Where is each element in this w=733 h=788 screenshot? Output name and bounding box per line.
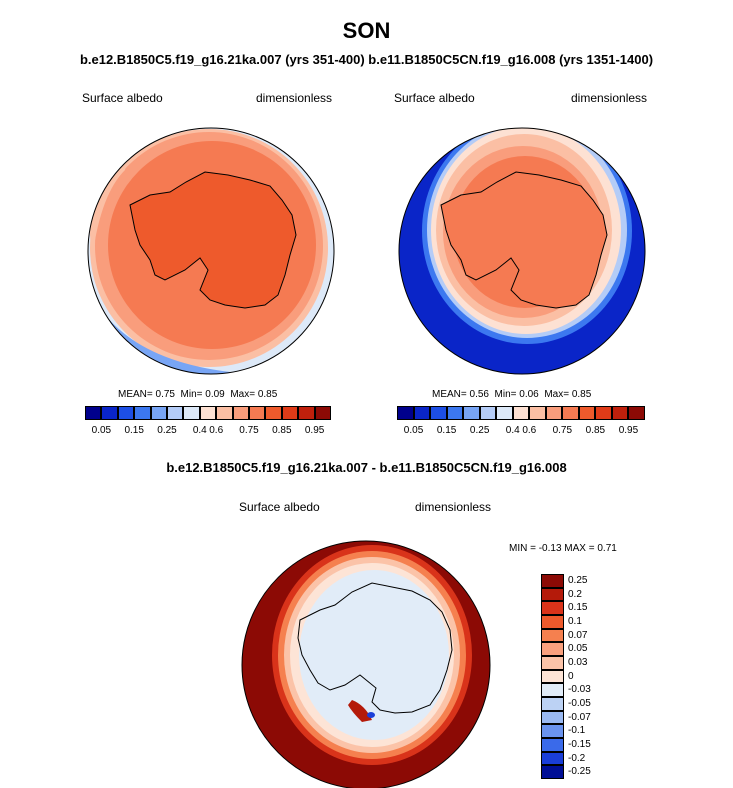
figure-title: SON <box>342 18 391 43</box>
panel2-colorbar-tick-label: 0.4 <box>505 425 520 436</box>
panel1-colorbar-swatch <box>216 406 233 420</box>
diff-min-max: MIN = -0.13 MAX = 0.71 <box>509 543 617 554</box>
diff-colorbar-swatch <box>541 683 564 697</box>
panel1-colorbar-tick-label: 0.6 <box>209 425 224 436</box>
panel1-colorbar-swatch <box>232 406 249 420</box>
diff-units-label: dimensionless <box>415 500 492 514</box>
panel1-colorbar-swatch <box>183 406 200 420</box>
panel1-colorbar-swatch <box>167 406 184 420</box>
panel2-colorbar-swatch <box>446 406 464 420</box>
diff-variable-label: Surface albedo <box>239 500 320 514</box>
panel1-max: Max= 0.85 <box>230 389 278 400</box>
diff-colorbar-tick-label: -0.2 <box>568 752 586 764</box>
diff-colorbar-tick-label: -0.15 <box>568 738 591 750</box>
panel2-colorbar-swatch <box>628 406 645 420</box>
diff-colorbar-tick-label: 0.05 <box>568 643 588 655</box>
panel1-colorbar-swatch <box>85 406 102 420</box>
panel2-max: Max= 0.85 <box>544 389 592 400</box>
panel1-colorbar-swatch <box>134 406 151 420</box>
diff-colorbar-swatch <box>541 751 564 766</box>
panel1-colorbar <box>85 406 331 420</box>
panel2-colorbar-swatch <box>529 406 546 420</box>
diff-colorbar <box>541 574 564 779</box>
panel1-colorbar-ticks: 0.05 0.15 0.25 0.4 0.6 0.75 0.85 0.95 <box>85 425 331 439</box>
panel1-mean: MEAN= 0.75 <box>118 389 175 400</box>
diff-colorbar-swatch <box>541 601 564 615</box>
panel2-colorbar-swatch <box>611 406 629 420</box>
panel1-variable-label: Surface albedo <box>82 91 163 105</box>
panel1-colorbar-tick-label: 0.15 <box>124 425 144 436</box>
panel2-colorbar-swatch <box>496 406 513 420</box>
panel2-colorbar-swatch <box>512 406 530 420</box>
panel2-colorbar-tick-label: 0.6 <box>522 425 537 436</box>
panel2-colorbar-swatch <box>413 406 431 420</box>
panel1-colorbar-swatch <box>298 406 315 420</box>
diff-colorbar-tick-label: 0 <box>568 670 574 682</box>
panel2-units-label: dimensionless <box>571 91 648 105</box>
panel1-colorbar-swatch <box>150 406 167 420</box>
diff-colorbar-swatch <box>541 724 564 738</box>
panel2-colorbar-swatch <box>578 406 596 420</box>
panel2-colorbar-tick-label: 0.05 <box>403 425 424 436</box>
panel1-colorbar-tick-label: 0.05 <box>91 425 112 436</box>
diff-colorbar-swatch <box>541 656 564 670</box>
panel2-colorbar-swatch <box>397 406 414 420</box>
diff-colorbar-swatch <box>541 738 564 752</box>
diff-colorbar-ticks: 0.25 0.2 0.15 0.1 0.07 0.05 0.03 0 -0.03 -0.05 -0.… <box>568 574 628 779</box>
diff-colorbar-tick-label: -0.03 <box>568 684 591 696</box>
panel1-colorbar-swatch <box>101 406 118 420</box>
panel1-colorbar-swatch <box>199 406 217 420</box>
figure-subtitle: b.e12.B1850C5.f19_g16.21ka.007 (yrs 351-… <box>79 52 654 67</box>
diff-colorbar-tick-label: 0.15 <box>568 602 588 614</box>
panel1-colorbar-swatch <box>249 406 266 420</box>
diff-colorbar-tick-label: 0.1 <box>568 615 582 627</box>
diff-colorbar-swatch <box>541 587 564 602</box>
difference-title: b.e12.B1850C5.f19_g16.21ka.007 - b.e11.B… <box>166 460 567 475</box>
panel1-colorbar-tick-label: 0.75 <box>239 425 259 436</box>
panel1-colorbar-swatch <box>117 406 135 420</box>
panel1-colorbar-tick-label: 0.4 <box>192 425 207 436</box>
panel2-min: Min= 0.06 <box>494 389 539 400</box>
diff-colorbar-swatch <box>541 642 564 656</box>
panel1-min: Min= 0.09 <box>180 389 225 400</box>
panel2-colorbar-swatch <box>545 406 563 420</box>
panel1-colorbar-swatch <box>265 406 282 420</box>
panel2-variable-label: Surface albedo <box>394 91 475 105</box>
panel2-colorbar-swatch <box>430 406 447 420</box>
panel2-colorbar-swatch <box>562 406 579 420</box>
diff-colorbar-swatch <box>541 628 564 643</box>
diff-colorbar-tick-label: -0.07 <box>568 711 591 723</box>
diff-colorbar-tick-label: 0.03 <box>568 656 588 668</box>
panel2-colorbar-tick-label: 0.85 <box>585 425 606 436</box>
panel2-colorbar-swatch <box>595 406 612 420</box>
panel2-colorbar-ticks: 0.05 0.15 0.25 0.4 0.6 0.75 0.85 0.95 <box>397 425 645 439</box>
diff-colorbar-tick-label: 0.25 <box>568 574 588 586</box>
panel1-colorbar-tick-label: 0.95 <box>304 425 325 436</box>
panel1-colorbar-swatch <box>314 406 331 420</box>
panel1-colorbar-tick-label: 0.85 <box>272 425 292 436</box>
diff-colorbar-swatch <box>541 710 564 725</box>
diff-colorbar-swatch <box>541 669 564 684</box>
panel2-colorbar-swatch <box>479 406 497 420</box>
diff-colorbar-swatch <box>541 574 564 588</box>
diff-colorbar-swatch <box>541 615 564 629</box>
diff-colorbar-tick-label: -0.05 <box>568 697 591 709</box>
panel2-colorbar-tick-label: 0.95 <box>618 425 639 436</box>
diff-colorbar-tick-label: -0.1 <box>568 725 586 737</box>
panel2-colorbar-swatch <box>463 406 480 420</box>
panel1-units-label: dimensionless <box>256 91 333 105</box>
panel1-colorbar-swatch <box>281 406 299 420</box>
diff-colorbar-tick-label: 0.2 <box>568 588 582 600</box>
panel2-mean: MEAN= 0.56 <box>432 389 489 400</box>
panel2-colorbar <box>397 406 645 420</box>
diff-colorbar-swatch <box>541 697 564 711</box>
diff-colorbar-swatch <box>541 765 564 779</box>
diff-colorbar-tick-label: -0.25 <box>568 766 591 778</box>
panel2-colorbar-tick-label: 0.15 <box>436 425 457 436</box>
panel2-colorbar-tick-label: 0.25 <box>469 425 490 436</box>
panel2-colorbar-tick-label: 0.75 <box>552 425 573 436</box>
diff-colorbar-tick-label: 0.07 <box>568 629 588 641</box>
panel1-colorbar-tick-label: 0.25 <box>157 425 177 436</box>
